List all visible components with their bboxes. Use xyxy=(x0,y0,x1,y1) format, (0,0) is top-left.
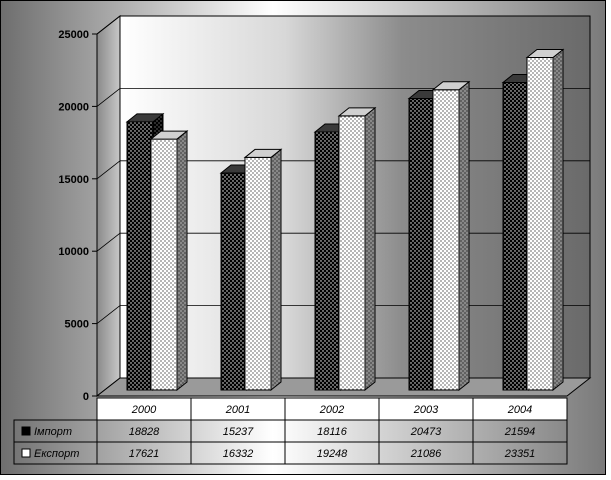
x-tick-label: 2000 xyxy=(131,404,157,416)
bar-import-2004 xyxy=(502,82,530,391)
data-label: 23351 xyxy=(504,448,536,460)
bar-side xyxy=(458,80,470,392)
gridline-side xyxy=(96,160,121,180)
side-wall xyxy=(96,14,121,398)
bar-export-2001 xyxy=(244,156,272,391)
bar-export-2000 xyxy=(150,138,178,391)
x-tick-label: 2003 xyxy=(413,404,439,416)
table-row xyxy=(13,441,568,465)
data-label: 17621 xyxy=(129,448,160,460)
bar-export-2002 xyxy=(338,115,366,391)
gridline-side xyxy=(96,88,121,107)
bar-top xyxy=(525,48,565,58)
bar-side xyxy=(176,130,188,392)
bar-side xyxy=(270,148,282,392)
y-tick-label: 0 xyxy=(83,391,89,403)
x-tick-label: 2004 xyxy=(507,404,532,416)
data-table: 2000 2001 2002 2003 2004 Імпорт 18828 15237 1811… xyxy=(13,397,568,465)
x-tick-label: 2002 xyxy=(319,404,344,416)
data-label: 18828 xyxy=(129,426,160,438)
bar-top xyxy=(243,148,283,158)
bar-import-2000 xyxy=(126,121,154,391)
gridline-side xyxy=(96,305,121,324)
y-tick-label: 20000 xyxy=(58,101,89,113)
legend-swatch xyxy=(21,448,31,458)
bar-top xyxy=(337,107,377,117)
x-tick-label: 2001 xyxy=(225,404,250,416)
bar-export-2003 xyxy=(432,89,460,391)
y-tick-label: 25000 xyxy=(58,29,89,41)
data-label: 18116 xyxy=(317,426,348,438)
legend-label: Імпорт xyxy=(34,426,72,438)
data-label: 15237 xyxy=(223,426,254,438)
bar-import-2002 xyxy=(314,131,342,391)
bars xyxy=(125,48,565,392)
legend-label: Експорт xyxy=(34,448,79,460)
bar-top xyxy=(431,81,471,91)
bar-top xyxy=(125,113,165,123)
legend-swatch xyxy=(21,426,31,436)
data-label: 19248 xyxy=(317,448,348,460)
y-axis-ticks: 0 5000 10000 15000 20000 25000 xyxy=(58,29,98,403)
bar-side xyxy=(364,106,376,392)
gridline-side xyxy=(96,232,121,252)
data-label: 16332 xyxy=(223,448,254,460)
bar-export-2004 xyxy=(526,56,554,391)
y-tick-label: 15000 xyxy=(58,174,89,186)
data-label: 20473 xyxy=(410,426,442,438)
bar-import-2001 xyxy=(220,172,248,391)
data-label: 21594 xyxy=(504,426,536,438)
bar-side xyxy=(552,48,564,392)
bar-import-2003 xyxy=(408,97,436,391)
y-tick-label: 5000 xyxy=(65,319,89,331)
y-tick-label: 10000 xyxy=(58,246,89,258)
gridline-side xyxy=(96,15,121,35)
data-label: 21086 xyxy=(410,448,442,460)
bar-top xyxy=(149,130,189,140)
